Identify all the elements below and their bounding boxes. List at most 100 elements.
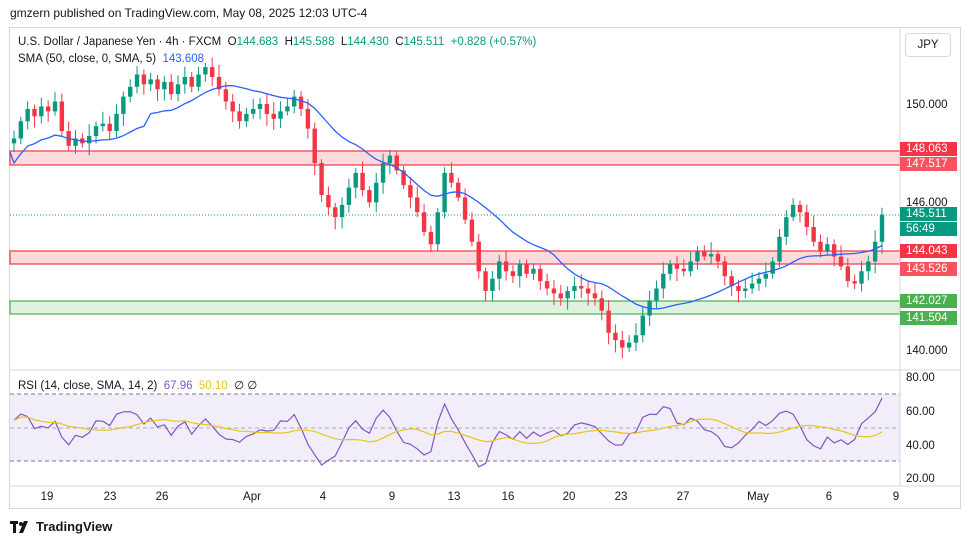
time-tick: 26 xyxy=(156,491,169,503)
time-axis[interactable]: 19 23 26 Apr 4 9 13 16 20 23 27 May 6 9 xyxy=(41,491,900,503)
candle-body xyxy=(203,67,208,75)
time-tick: 16 xyxy=(502,491,515,503)
sma-legend[interactable]: SMA (50, close, 0, SMA, 5) 143.608 xyxy=(18,53,204,65)
close-label: C xyxy=(395,36,404,48)
candle-body xyxy=(736,286,741,291)
candle-body xyxy=(804,212,810,227)
zone-high xyxy=(9,150,901,166)
candle-body xyxy=(749,283,755,289)
candle-body xyxy=(333,207,338,218)
candle-body xyxy=(435,212,440,245)
candle-body xyxy=(114,113,119,132)
tradingview-logo[interactable]: TradingView xyxy=(10,519,112,534)
price-tick-146: 146.000 xyxy=(906,197,948,209)
candle-body xyxy=(360,172,365,191)
candle-body xyxy=(797,204,803,213)
rsi-tick-20: 20.00 xyxy=(906,473,935,485)
candle-body xyxy=(859,271,864,284)
candle-body xyxy=(168,81,174,95)
currency-button[interactable]: JPY xyxy=(905,33,951,57)
candle-body xyxy=(312,128,317,164)
candle-body xyxy=(374,182,379,203)
candle-body xyxy=(503,261,509,272)
candle-body xyxy=(620,340,625,348)
candle-body xyxy=(223,89,229,102)
candle-body xyxy=(59,101,65,132)
candle-body xyxy=(182,76,188,85)
candle-body xyxy=(387,155,393,164)
candle-body xyxy=(353,172,358,188)
candle-body xyxy=(654,288,659,301)
candle-body xyxy=(339,204,345,218)
candle-body xyxy=(127,86,133,97)
candle-body xyxy=(606,310,611,333)
candle-body xyxy=(572,286,577,291)
candle-body xyxy=(121,96,126,114)
candle-body xyxy=(490,278,495,291)
candle-body xyxy=(401,170,406,186)
candle-body xyxy=(39,106,44,117)
candle-body xyxy=(449,172,454,183)
symbol-title[interactable]: U.S. Dollar / Japanese Yen · 4h · FXCM xyxy=(18,36,222,48)
candle-body xyxy=(674,263,680,269)
candle-body xyxy=(790,204,796,218)
candle-body xyxy=(708,254,714,257)
candle-body xyxy=(565,290,570,299)
candle-body xyxy=(271,113,276,119)
rsi-ma-line xyxy=(13,416,883,445)
zone-mid xyxy=(9,250,901,265)
candle-body xyxy=(538,268,543,282)
candle-body xyxy=(585,288,591,294)
candle-body xyxy=(134,74,140,87)
candle-body xyxy=(695,251,700,262)
candle-body xyxy=(722,261,728,277)
candle-body xyxy=(394,155,399,171)
time-tick: 23 xyxy=(615,491,628,503)
candle-body xyxy=(517,263,522,277)
candle-body xyxy=(661,273,666,289)
candle-body xyxy=(155,79,160,90)
candle-body xyxy=(825,244,830,252)
rsi-tick-80: 80.00 xyxy=(906,372,935,384)
candle-body xyxy=(879,214,885,242)
candle-body xyxy=(579,286,584,289)
time-tick: 4 xyxy=(320,491,327,503)
candle-body xyxy=(483,271,488,291)
rsi-legend[interactable]: RSI (14, close, SMA, 14, 2) 67.96 50.10 … xyxy=(18,378,257,392)
candle-body xyxy=(763,273,769,279)
candle-body xyxy=(784,217,789,237)
rsi-label: RSI (14, close, SMA, 14, 2) xyxy=(18,380,158,392)
candle-body xyxy=(442,172,447,213)
sma-line xyxy=(9,84,883,310)
candle-body xyxy=(688,261,693,272)
candle-body xyxy=(264,104,270,114)
rsi-extra: ∅ ∅ xyxy=(234,380,258,392)
chart-frame[interactable] xyxy=(9,27,961,509)
candle-body xyxy=(32,108,37,117)
change-value: +0.828 (+0.57%) xyxy=(450,36,537,48)
last-price-tag: 145.511 xyxy=(900,207,957,221)
candle-body xyxy=(162,81,167,90)
time-tick: 13 xyxy=(448,491,461,503)
zone-high-top-tag: 148.063 xyxy=(900,142,957,156)
candle-body xyxy=(510,271,516,277)
candle-body xyxy=(818,241,823,252)
candle-body xyxy=(11,138,17,144)
candle-body xyxy=(770,261,775,274)
candle-body xyxy=(326,195,331,208)
candle-body xyxy=(251,108,256,114)
price-tick-140: 140.000 xyxy=(906,345,948,357)
candle-body xyxy=(613,332,618,341)
candle-body xyxy=(93,126,99,136)
candle-body xyxy=(831,244,837,257)
zone-mid-bottom-tag: 143.526 xyxy=(900,262,957,276)
symbol-legend: U.S. Dollar / Japanese Yen · 4h · FXCM O… xyxy=(18,36,536,48)
candle-body xyxy=(175,84,181,95)
zone-low-bottom-tag: 141.504 xyxy=(900,311,957,325)
candle-body xyxy=(852,281,857,284)
candle-body xyxy=(633,335,639,343)
candle-body xyxy=(476,241,481,272)
candle-body xyxy=(743,288,748,291)
candle-body xyxy=(415,197,420,213)
